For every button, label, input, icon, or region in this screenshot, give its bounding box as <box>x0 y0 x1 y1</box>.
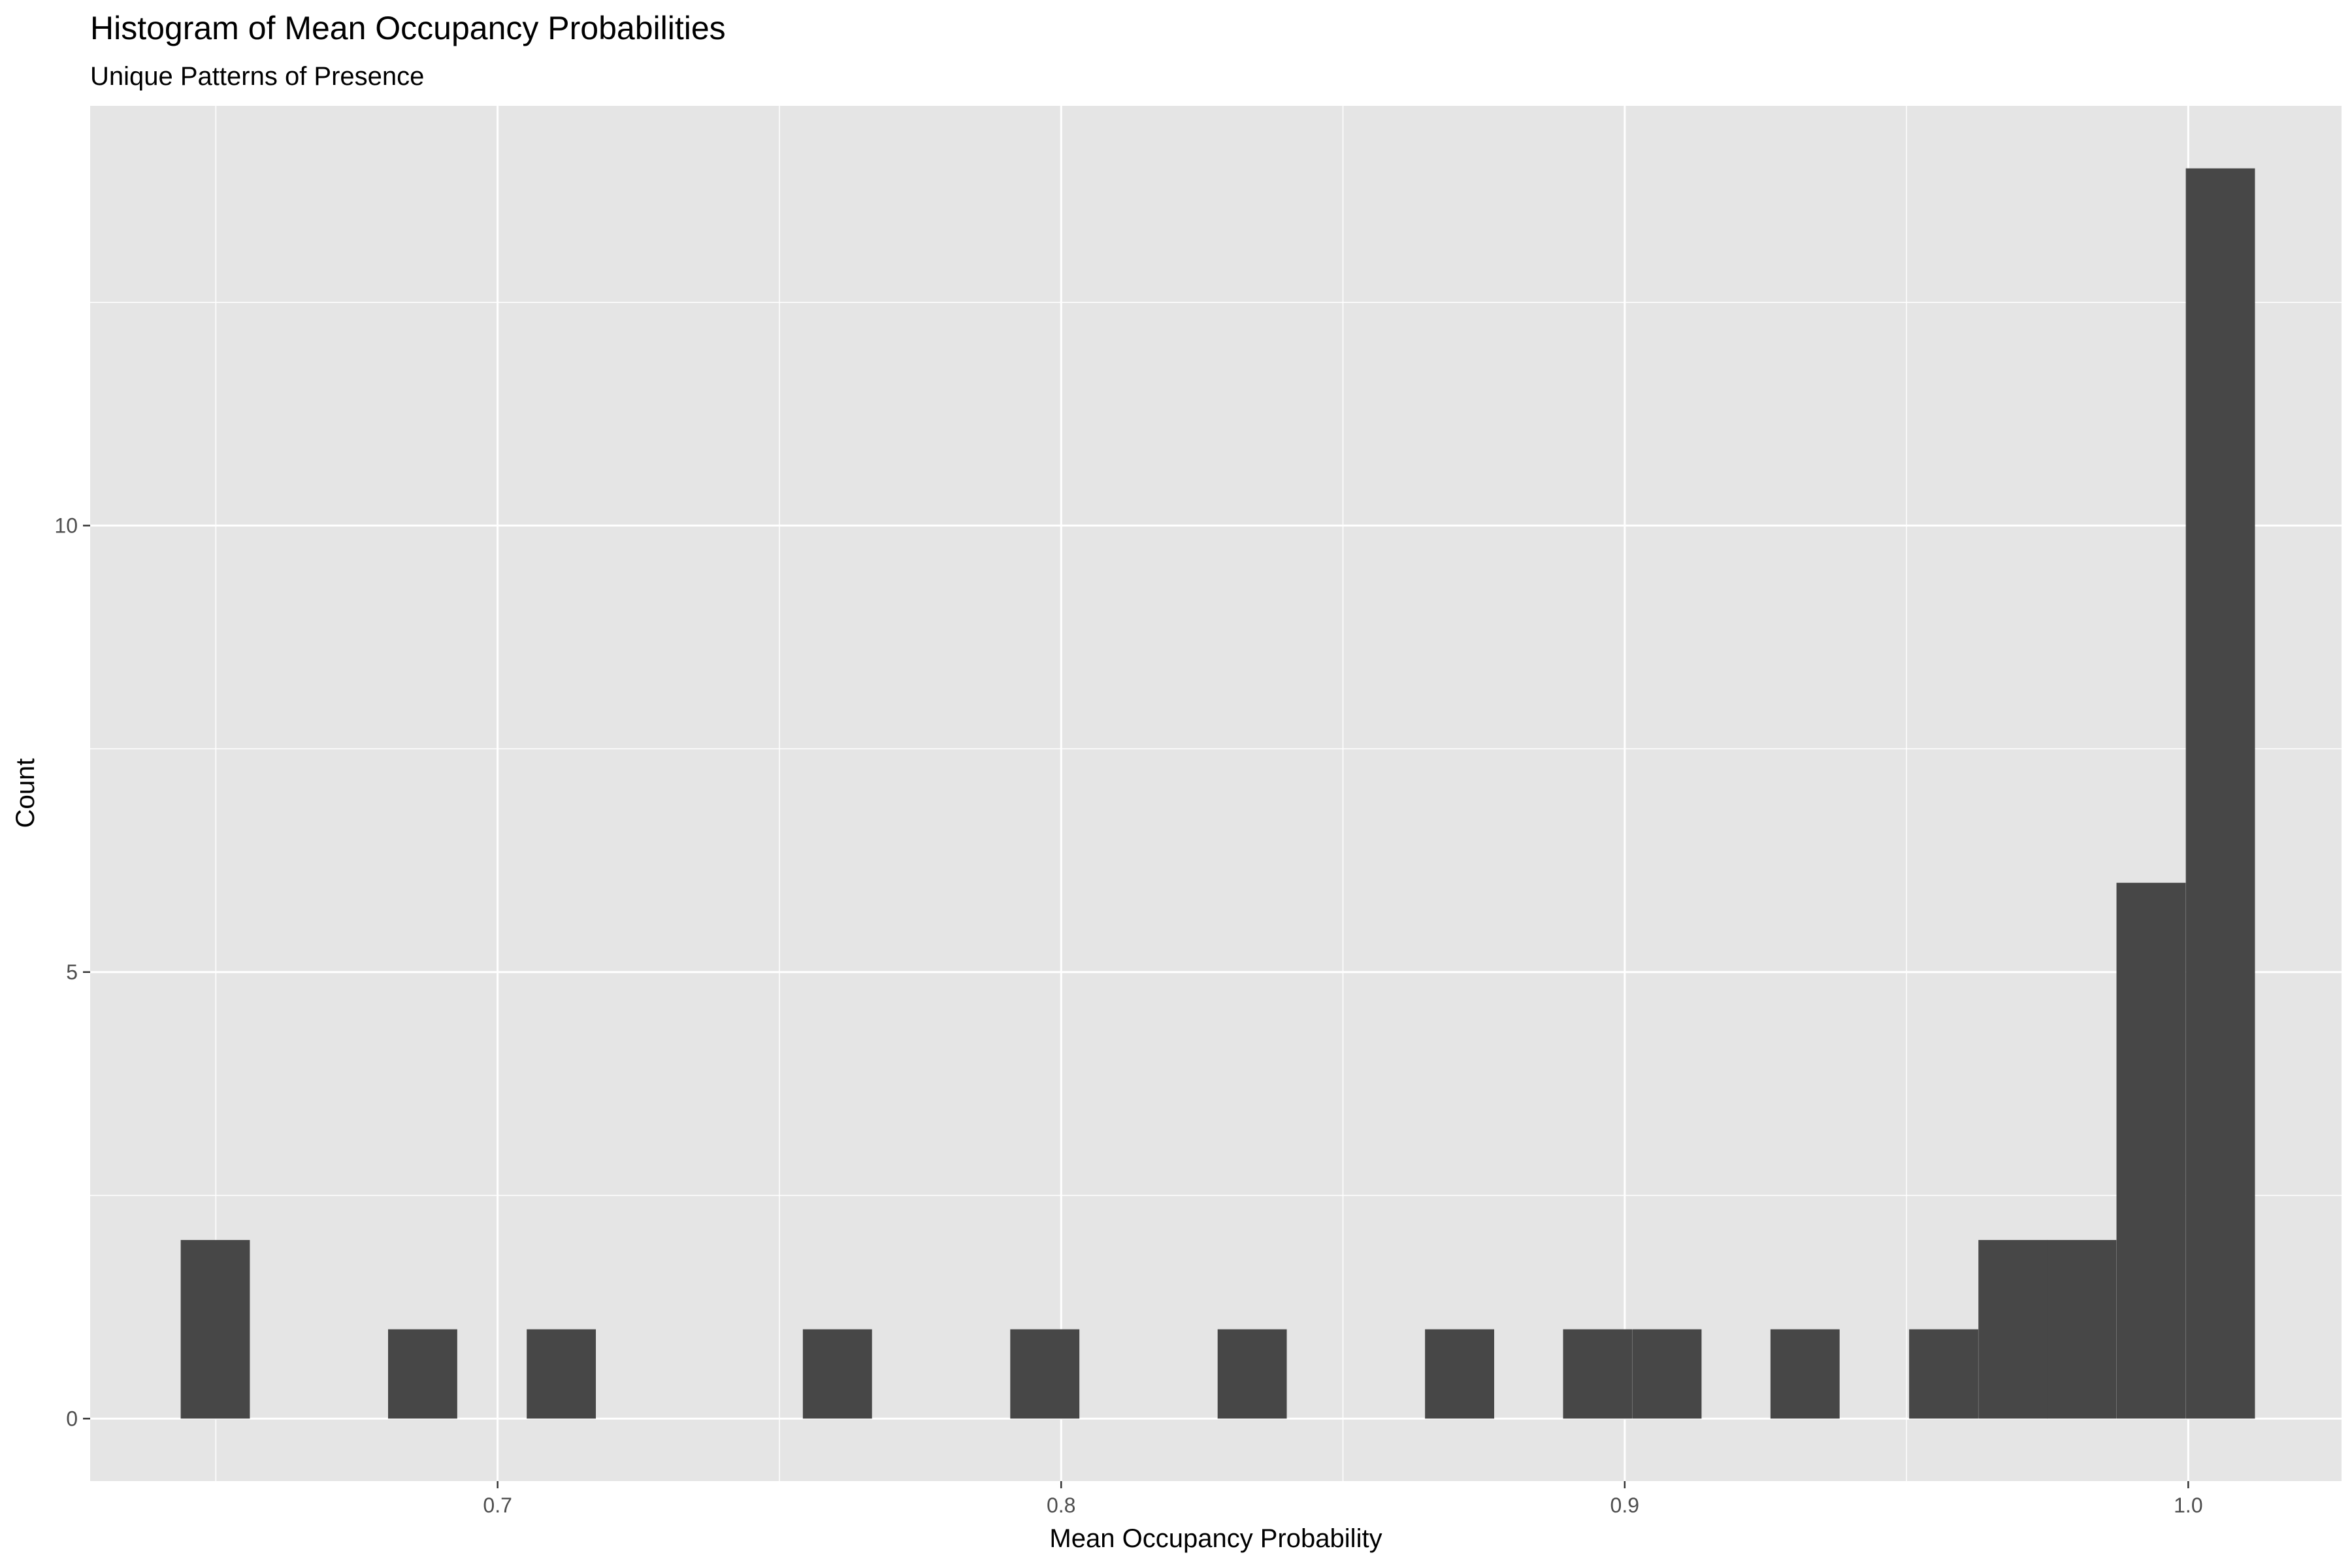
panel-background <box>90 106 2342 1481</box>
x-tick-label: 0.9 <box>1610 1494 1639 1517</box>
x-tick-label: 0.7 <box>483 1494 512 1517</box>
histogram-bar <box>2116 883 2186 1419</box>
x-tick-label: 1.0 <box>2174 1494 2202 1517</box>
y-axis: 0 5 10 <box>54 514 90 1430</box>
histogram-bar <box>2047 1239 2117 1419</box>
histogram-bar <box>1909 1329 1978 1419</box>
chart-title: Histogram of Mean Occupancy Probabilitie… <box>90 10 726 46</box>
histogram-bar <box>388 1329 457 1419</box>
x-axis-title: Mean Occupancy Probability <box>1049 1524 1382 1553</box>
y-tick-label: 10 <box>54 514 78 537</box>
histogram-bar <box>2185 168 2255 1419</box>
histogram-bar <box>180 1239 250 1419</box>
histogram-bar <box>1770 1329 1840 1419</box>
histogram-bar <box>527 1329 596 1419</box>
histogram-bar <box>1563 1329 1633 1419</box>
histogram-bar <box>1425 1329 1494 1419</box>
histogram-bar <box>1632 1329 1702 1419</box>
histogram-bars <box>180 168 2255 1419</box>
histogram-bar <box>1217 1329 1287 1419</box>
histogram-bar <box>1010 1329 1080 1419</box>
x-axis: 0.7 0.8 0.9 1.0 <box>483 1481 2203 1517</box>
histogram-bar <box>1978 1239 2048 1419</box>
y-tick-label: 0 <box>66 1407 78 1430</box>
y-axis-title: Count <box>11 759 40 828</box>
chart-subtitle: Unique Patterns of Presence <box>90 62 424 91</box>
y-tick-label: 5 <box>66 960 78 984</box>
x-tick-label: 0.8 <box>1047 1494 1075 1517</box>
minor-gridlines <box>90 106 2342 1481</box>
histogram-bar <box>802 1329 872 1419</box>
